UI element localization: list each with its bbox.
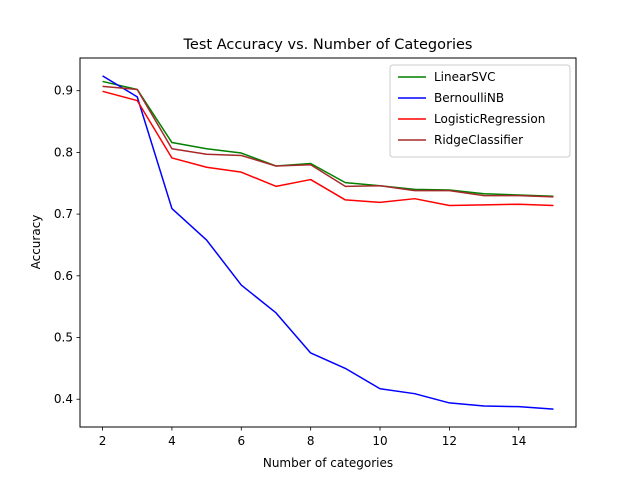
legend: LinearSVC BernoulliNB LogisticRegression Ri… (389, 64, 571, 158)
y-tick-label-0: 0.4 (54, 392, 73, 406)
y-tick-label-5: 0.9 (54, 84, 73, 98)
y-axis-title: Accuracy (29, 215, 43, 270)
legend-label-2: LogisticRegression (434, 112, 545, 126)
x-axis-title: Number of categories (263, 456, 393, 470)
x-tick-label-0: 2 (99, 434, 107, 448)
series-layer (102, 75, 554, 410)
legend-label-0: LinearSVC (434, 70, 496, 84)
series-line-1 (102, 75, 554, 410)
series-line-2 (102, 90, 554, 207)
y-axis: 0.4 0.5 0.6 0.7 0.8 0.9 (54, 84, 80, 406)
plot-frame (79, 57, 577, 428)
y-tick-label-4: 0.8 (54, 145, 73, 159)
x-tick-label-4: 10 (372, 434, 387, 448)
chart-title: Test Accuracy vs. Number of Categories (183, 37, 473, 53)
x-tick-label-6: 14 (511, 434, 526, 448)
x-axis: 2 4 6 8 10 12 14 (99, 427, 526, 448)
series-line-0 (102, 80, 554, 197)
x-tick-label-5: 12 (442, 434, 457, 448)
series-line-3 (102, 85, 554, 198)
x-tick-label-3: 8 (307, 434, 315, 448)
legend-box (389, 64, 571, 158)
legend-label-1: BernoulliNB (434, 91, 504, 105)
y-tick-label-3: 0.7 (54, 207, 73, 221)
y-tick-label-2: 0.6 (54, 269, 73, 283)
x-tick-label-1: 4 (168, 434, 176, 448)
y-tick-label-1: 0.5 (54, 331, 73, 345)
x-tick-label-2: 6 (237, 434, 245, 448)
legend-label-3: RidgeClassifier (434, 133, 523, 147)
